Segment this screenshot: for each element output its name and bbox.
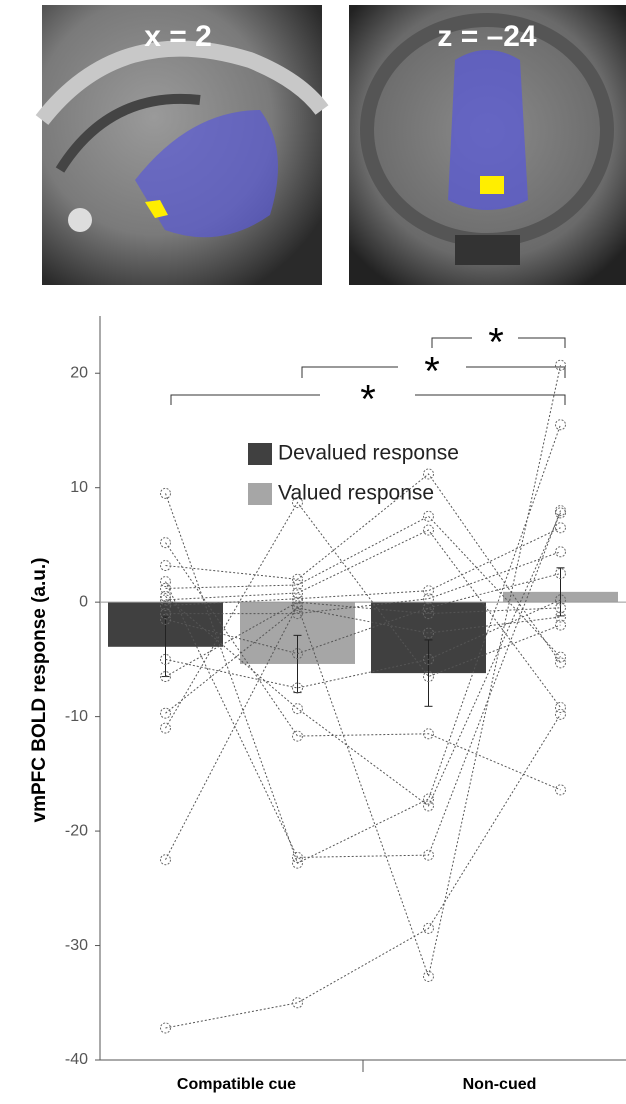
subject-line bbox=[166, 516, 561, 657]
image-label: x = 2 bbox=[144, 20, 212, 53]
significance-star: * bbox=[360, 378, 376, 422]
subject-point bbox=[556, 547, 566, 557]
x-tick-label: Compatible cue bbox=[177, 1076, 296, 1093]
legend-swatch bbox=[248, 483, 272, 505]
subject-point bbox=[293, 998, 303, 1008]
subject-line bbox=[166, 503, 561, 728]
figure: x = 2 z = –24 vmPFC BOLD response (a.u.)… bbox=[0, 0, 626, 1099]
image-label: z = –24 bbox=[437, 20, 537, 53]
subject-point bbox=[556, 658, 566, 668]
subject-point bbox=[556, 420, 566, 430]
brain-sagittal: x = 2 bbox=[42, 5, 322, 285]
subject-line bbox=[166, 530, 561, 707]
y-tick-label: -30 bbox=[65, 937, 88, 954]
subject-point bbox=[424, 971, 434, 981]
y-axis-label: vmPFC BOLD response (a.u.) bbox=[29, 558, 50, 823]
subject-point bbox=[556, 702, 566, 712]
significance-star: * bbox=[424, 350, 440, 394]
y-tick-label: 20 bbox=[70, 364, 88, 381]
y-tick-label: -40 bbox=[65, 1051, 88, 1068]
legend-label: Valued response bbox=[278, 482, 434, 505]
subject-line bbox=[166, 543, 561, 790]
x-tick-label: Non-cued bbox=[463, 1076, 537, 1093]
legend-swatch bbox=[248, 443, 272, 465]
y-tick-label: -10 bbox=[65, 708, 88, 725]
subject-line bbox=[166, 511, 561, 858]
y-tick-label: 10 bbox=[70, 479, 88, 496]
significance-star: * bbox=[488, 321, 504, 365]
subject-line bbox=[166, 714, 561, 1028]
y-tick-label: -20 bbox=[65, 822, 88, 839]
y-tick-label: 0 bbox=[79, 593, 88, 610]
legend-label: Devalued response bbox=[278, 442, 459, 465]
subject-point bbox=[424, 511, 434, 521]
subject-line bbox=[166, 574, 561, 654]
brain-axial: z = –24 bbox=[349, 5, 626, 285]
